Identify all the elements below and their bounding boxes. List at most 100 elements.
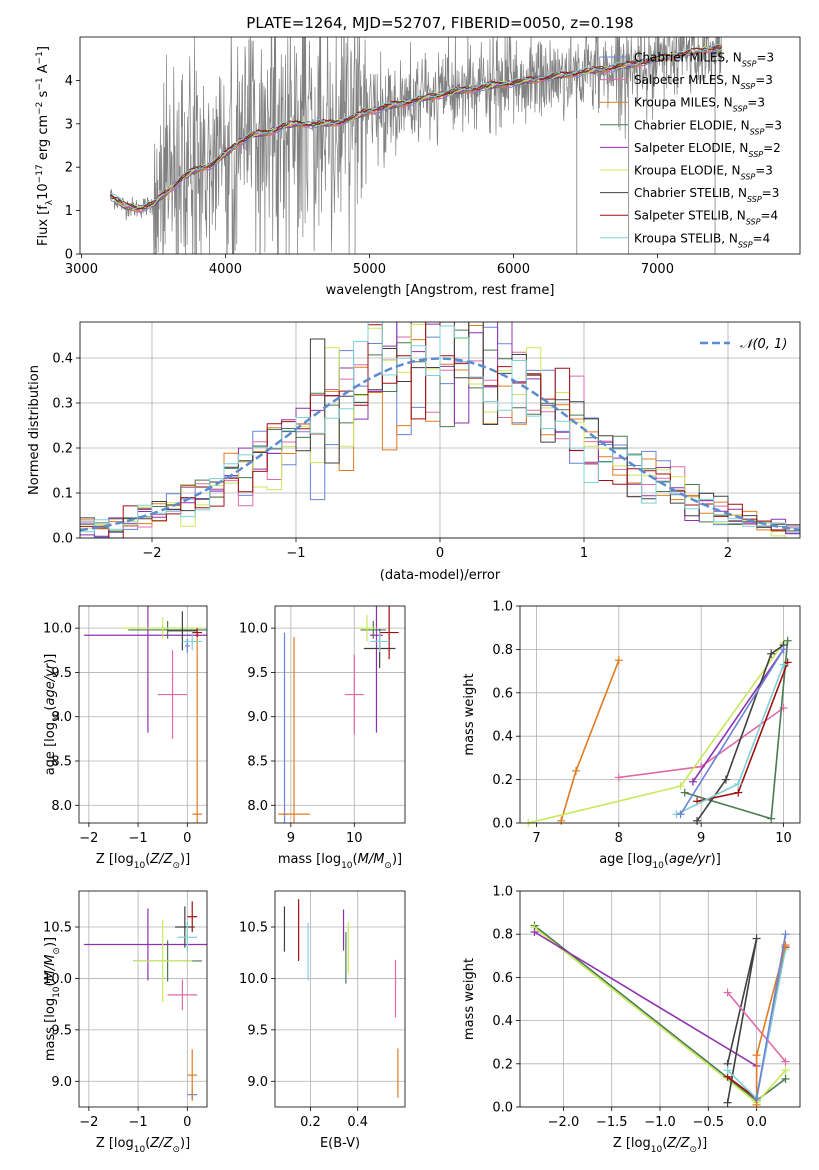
y-tick-label: 0.0 [492, 817, 513, 832]
x-tick-label: 2 [724, 546, 732, 561]
y-tick-label: 10.5 [239, 921, 268, 936]
y-tick-label: 9.0 [51, 1075, 72, 1090]
age-vs-metallicity-panel: −2 −1 0 8.0 8.5 9.0 9.5 10.0 Z [log10(Z/Z⊙)] age … [43, 605, 208, 871]
y-tick-label: 9.0 [51, 710, 72, 725]
y-tick-label: 10.5 [43, 921, 72, 936]
x-axis-label: E(B-V) [320, 1136, 360, 1151]
y-tick-label: 0.3 [52, 397, 73, 412]
x-tick-label: 9 [697, 831, 705, 846]
legend-label: 𝒩(0, 1) [740, 337, 787, 352]
weight-line [755, 934, 787, 1099]
legend-label: Kroupa MILES, NSSP=3 [634, 96, 765, 114]
x-axis-label: mass [log10(M/M⊙)] [278, 852, 402, 871]
y-tick-label: 8.0 [51, 799, 72, 814]
y-tick-label: 1.0 [492, 600, 513, 615]
x-axis-label: Z [log10(Z/Z⊙)] [96, 852, 190, 871]
model-spectrum-line [110, 43, 723, 210]
y-tick-label: 9.5 [247, 1023, 268, 1038]
axes-frame [79, 321, 801, 539]
y-tick-label: 0.6 [492, 686, 513, 701]
x-tick-label: 7000 [641, 262, 674, 277]
y-tick-label: 0.0 [492, 1101, 513, 1116]
x-tick-label: −1.0 [644, 1115, 676, 1130]
x-tick-label: 7 [532, 831, 540, 846]
x-tick-label: 0.0 [746, 1115, 767, 1130]
y-tick-label: 9.0 [247, 1075, 268, 1090]
mass-weight-vs-age-panel: 7 8 9 10 0.0 0.2 0.4 0.6 0.8 1.0 age [log10(age/yr… [462, 600, 801, 871]
y-tick-label: 0.6 [492, 971, 513, 986]
model-spectrum-line [109, 46, 723, 210]
y-axis-label: mass [log10(M/M⊙)] [43, 937, 62, 1061]
y-axis-label: mass weight [462, 673, 477, 755]
y-tick-label: 9.5 [51, 666, 72, 681]
x-tick-label: −1 [128, 831, 147, 846]
y-tick-label: 0.2 [52, 442, 73, 457]
y-tick-label: 0.4 [492, 1014, 513, 1029]
y-axis-label: mass weight [462, 958, 477, 1040]
x-tick-label: −2 [142, 546, 161, 561]
y-tick-label: 1 [65, 204, 73, 219]
x-tick-label: −1.5 [596, 1115, 628, 1130]
y-tick-label: 0.4 [492, 730, 513, 745]
y-tick-label: 0.8 [492, 928, 513, 943]
mass-vs-extinction-panel: 0.2 0.4 9.0 9.5 10.0 10.5 E(B-V) [239, 890, 406, 1151]
x-axis-label: Z [log10(Z/Z⊙)] [96, 1136, 190, 1155]
mass-vs-metallicity-panel: −2 −1 0 9.0 9.5 10.0 10.5 Z [log10(Z/Z⊙)] mass [… [43, 890, 208, 1155]
mass-weight-vs-metallicity-panel: −2.0 −1.5 −1.0 −0.5 0.0 0.0 0.2 0.4 0.6 0.8 1.0 Z [… [462, 885, 801, 1155]
x-tick-label: 8 [615, 831, 623, 846]
model-spectrum-line [110, 43, 723, 210]
weight-line [679, 648, 785, 815]
weight-line [676, 664, 785, 816]
y-tick-label: 8.5 [51, 755, 72, 770]
axes-frame [274, 890, 406, 1108]
age-vs-mass-panel: 9 10 8.0 8.5 9.0 9.5 10.0 mass [log10(M/M⊙)] [239, 605, 406, 871]
x-tick-label: 3000 [65, 262, 98, 277]
axes-frame [79, 36, 801, 255]
x-axis-label: (data-model)/error [380, 568, 501, 583]
x-tick-label: 9 [287, 831, 295, 846]
legend-label: Chabrier STELIB, NSSP=3 [634, 186, 779, 204]
legend-label: Salpeter STELIB, NSSP=4 [634, 209, 778, 227]
x-tick-label: 0 [183, 831, 191, 846]
x-tick-label: −1 [128, 1115, 147, 1130]
x-tick-label: 6000 [497, 262, 530, 277]
normal-curve [79, 357, 801, 532]
legend-label: Kroupa STELIB, NSSP=4 [634, 231, 770, 249]
x-tick-label: −0.5 [692, 1115, 724, 1130]
x-tick-label: 4000 [209, 262, 242, 277]
x-tick-label: −2.0 [548, 1115, 580, 1130]
histogram-step [80, 322, 800, 533]
y-tick-label: 0.2 [492, 1057, 513, 1072]
x-tick-label: 0.2 [300, 1115, 321, 1130]
legend-label: Chabrier MILES, NSSP=3 [634, 51, 774, 69]
axes-frame [519, 890, 801, 1108]
spectrum-panel: 3000 4000 5000 6000 7000 0 1 2 3 4 wavelength [Ang… [35, 36, 801, 298]
y-tick-label: 0.8 [492, 643, 513, 658]
model-spectrum-line [109, 48, 723, 213]
y-tick-label: 10.0 [239, 972, 268, 987]
weight-line [534, 931, 758, 1067]
y-tick-label: 9.5 [51, 1023, 72, 1038]
y-tick-label: 0 [65, 248, 73, 263]
x-axis-label: wavelength [Angstrom, rest frame] [326, 283, 555, 298]
y-tick-label: 0.1 [52, 487, 73, 502]
legend-label: Salpeter MILES, NSSP=3 [634, 73, 773, 91]
residual-histogram-panel: −2 −1 0 1 2 0.0 0.1 0.2 0.3 0.4 𝒩(0, 1) (data-model… [27, 321, 801, 583]
weight-line [528, 642, 785, 823]
chart-title: PLATE=1264, MJD=52707, FIBERID=0050, z=0… [246, 14, 633, 32]
y-tick-label: 10.0 [239, 622, 268, 637]
y-tick-label: 4 [65, 74, 73, 89]
x-tick-label: −1 [286, 546, 305, 561]
y-axis-label: Normed distribution [27, 365, 42, 495]
weight-line [560, 660, 620, 822]
y-tick-label: 3 [65, 117, 73, 132]
y-tick-label: 0.4 [52, 352, 73, 367]
y-tick-label: 0.2 [492, 773, 513, 788]
observed-spectrum-line [109, 37, 723, 254]
axes-frame [519, 605, 801, 824]
x-tick-label: −2 [79, 1115, 98, 1130]
legend-label: Kroupa ELODIE, NSSP=3 [634, 164, 773, 182]
y-tick-label: 9.5 [247, 666, 268, 681]
y-tick-label: 9.0 [247, 710, 268, 725]
